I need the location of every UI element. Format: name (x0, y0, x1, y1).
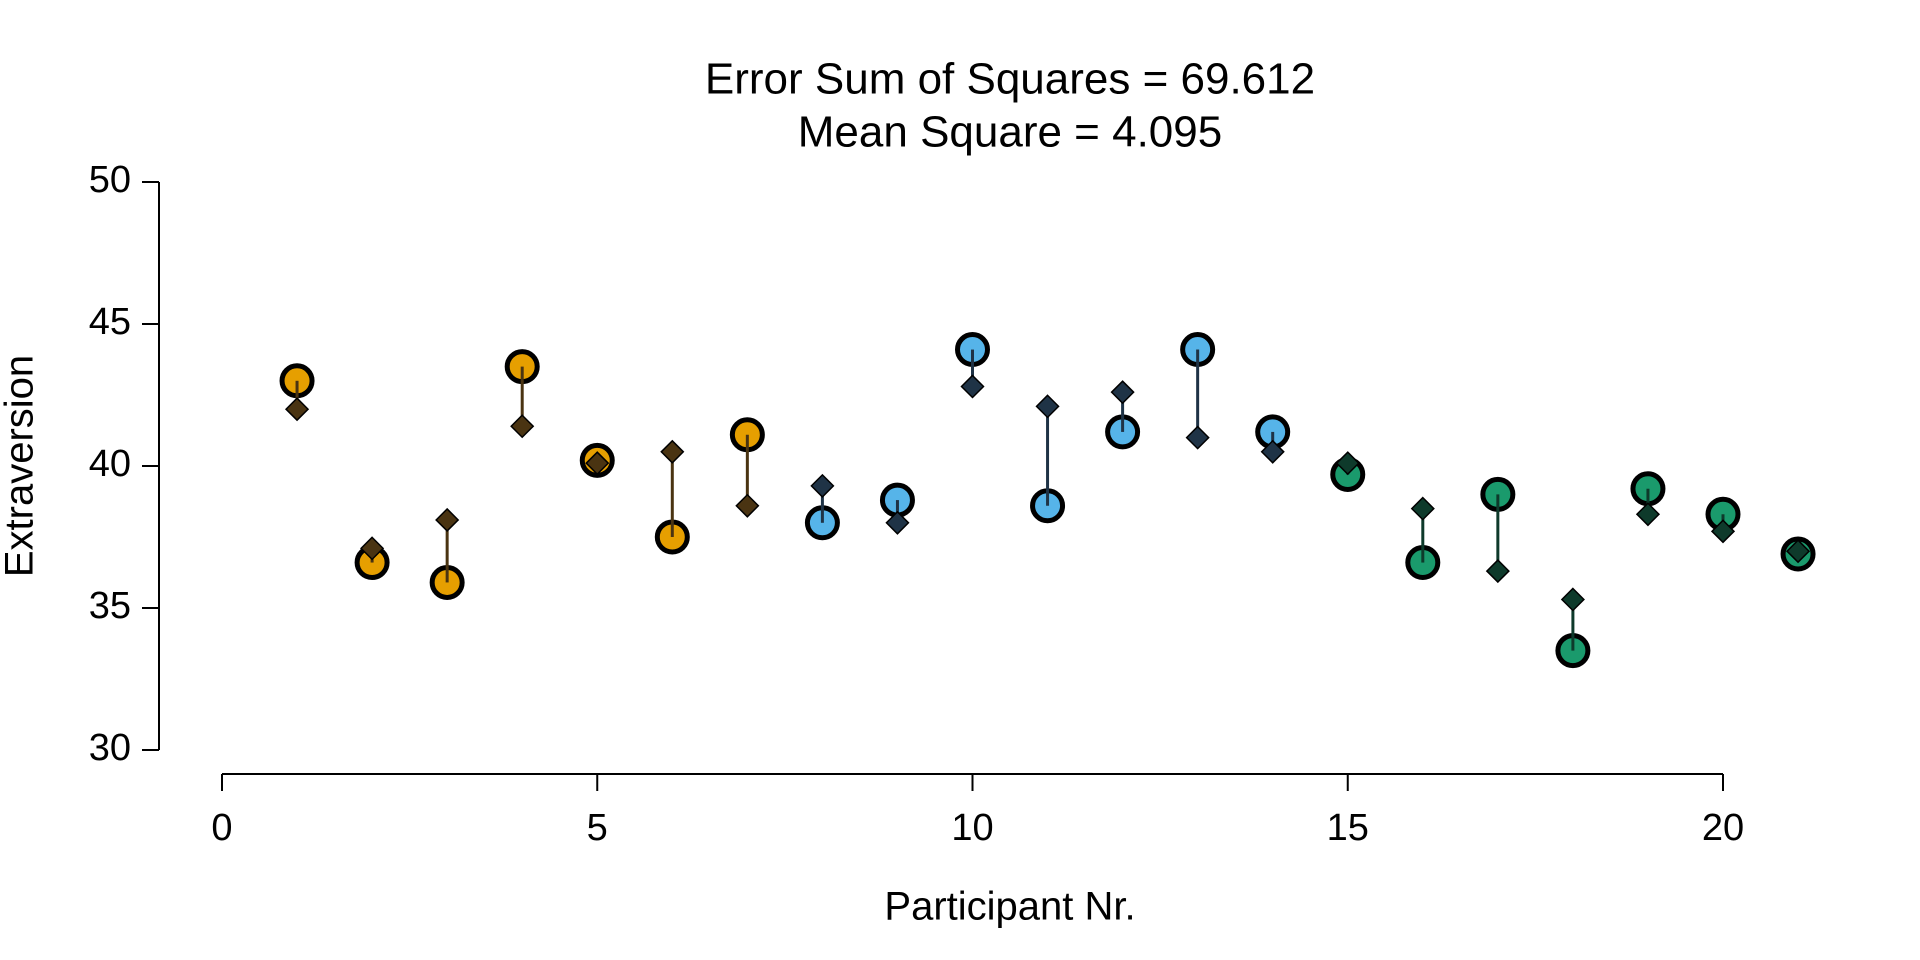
predicted-point (435, 507, 460, 533)
predicted-point (1560, 587, 1585, 612)
chart-title: Error Sum of Squares = 69.612 (705, 55, 1315, 104)
x-tick-label: 0 (211, 807, 232, 849)
predicted-point (1635, 502, 1661, 527)
predicted-point (1410, 496, 1435, 521)
predicted-point (885, 510, 910, 535)
x-axis-label: Participant Nr. (884, 885, 1135, 929)
predicted-point (960, 374, 985, 399)
predicted-point (1785, 539, 1811, 564)
predicted-point (360, 536, 385, 561)
x-tick-label: 15 (1327, 807, 1369, 849)
predicted-point (1485, 559, 1510, 584)
predicted-point (585, 451, 610, 476)
y-tick-label: 50 (89, 159, 131, 201)
predicted-point (810, 473, 835, 498)
predicted-point (284, 397, 310, 422)
chart-subtitle: Mean Square = 4.095 (798, 108, 1222, 157)
predicted-point (1110, 380, 1135, 405)
predicted-point (1260, 439, 1285, 464)
predicted-point (660, 439, 685, 464)
x-tick-label: 20 (1702, 807, 1744, 849)
predicted-point (1710, 519, 1736, 544)
predicted-point (1335, 451, 1360, 476)
predicted-point (510, 414, 535, 439)
predicted-point (1035, 394, 1060, 419)
y-tick-label: 40 (89, 443, 131, 485)
y-tick-label: 30 (89, 727, 131, 769)
y-tick-label: 45 (89, 301, 131, 343)
y-tick-label: 35 (89, 585, 131, 627)
predicted-point (735, 493, 760, 518)
y-axis-label: Extraversion (0, 355, 42, 577)
predicted-point (1185, 425, 1210, 450)
x-tick-label: 5 (587, 807, 608, 849)
x-tick-label: 10 (951, 807, 993, 849)
